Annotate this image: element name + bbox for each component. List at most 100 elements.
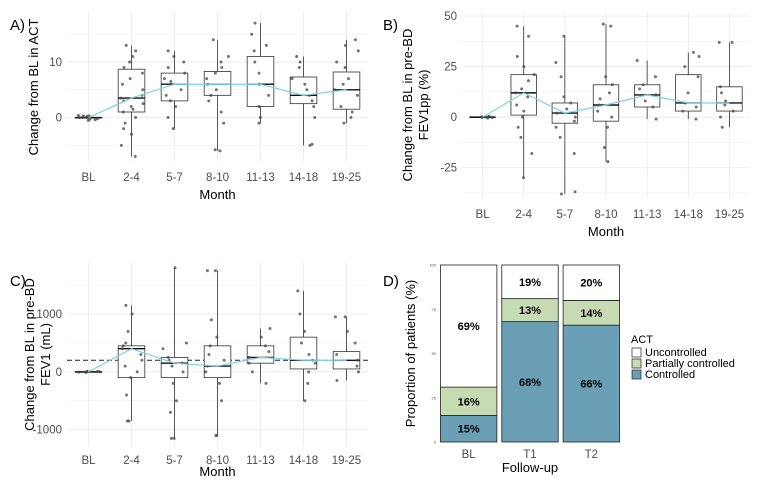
segment-label: 66% <box>580 379 602 391</box>
data-point <box>598 97 602 101</box>
median-trend-line <box>88 348 347 373</box>
data-point <box>134 49 138 53</box>
data-point <box>222 358 226 362</box>
data-point <box>565 107 569 111</box>
data-point <box>134 116 138 120</box>
x-axis-title: Month <box>199 464 235 479</box>
x-tick-label: 2-4 <box>515 209 532 221</box>
y-axis-title: Proportion of patients (%) <box>403 280 418 427</box>
y-axis-title: Change from BL in ACT <box>26 19 41 156</box>
data-point <box>490 116 494 120</box>
data-point <box>341 82 345 86</box>
x-axis-title: Month <box>588 224 624 239</box>
x-tick-label: 2-4 <box>123 455 140 467</box>
data-point <box>247 355 251 359</box>
data-point <box>569 101 573 105</box>
data-point <box>521 176 525 180</box>
x-tick-label: T2 <box>585 449 598 461</box>
data-point <box>596 109 600 113</box>
data-point <box>133 154 137 158</box>
data-point <box>76 113 80 117</box>
segment-label: 19% <box>519 277 541 289</box>
y-tick-label: 0 <box>56 113 62 125</box>
data-point <box>179 88 183 92</box>
segment-label: 13% <box>519 305 541 317</box>
data-point <box>173 266 177 270</box>
data-point <box>166 116 170 120</box>
legend-label: Uncontrolled <box>645 347 707 359</box>
data-point <box>719 91 723 95</box>
bar-segment-controlled <box>501 321 559 443</box>
data-point <box>312 104 316 108</box>
data-point <box>350 110 354 114</box>
data-point <box>252 49 256 53</box>
data-point <box>127 419 131 423</box>
y-axis-title: Change from BL in pre-BDFEV1pp (%) <box>400 29 431 182</box>
data-point <box>696 75 700 79</box>
data-point <box>172 54 176 58</box>
data-point <box>120 347 124 351</box>
data-point <box>297 66 301 70</box>
data-point <box>124 341 128 345</box>
data-point <box>264 43 268 47</box>
data-point <box>208 344 212 348</box>
data-point <box>514 91 518 95</box>
data-point <box>731 109 735 113</box>
y-tick-label: 50 <box>432 351 437 356</box>
x-tick-label: 8-10 <box>206 455 229 467</box>
legend-label: Controlled <box>645 369 695 381</box>
x-tick-label: BL <box>81 172 96 184</box>
data-point <box>313 116 317 120</box>
median-trend-line <box>482 92 730 118</box>
data-point <box>182 60 186 64</box>
data-point <box>253 60 257 64</box>
panel-a: 0 10 BL 2-4 5-7 8-10 11-13 14-18 19-25 Month Chang… <box>10 12 368 202</box>
data-point <box>166 66 170 70</box>
data-point <box>135 370 139 374</box>
data-point <box>124 43 128 47</box>
data-point <box>267 350 271 354</box>
data-point <box>554 125 558 129</box>
data-point <box>123 121 127 125</box>
data-point <box>184 341 188 345</box>
data-point <box>140 358 144 362</box>
box-11-13 <box>246 345 275 364</box>
data-point <box>205 269 209 273</box>
data-point <box>77 370 81 374</box>
y-tick-label: 100 <box>429 263 436 268</box>
segment-label: 68% <box>519 377 541 389</box>
data-point <box>120 82 124 86</box>
data-point <box>162 77 166 81</box>
data-point <box>258 116 262 120</box>
bar-segment-uncontrolled <box>501 264 559 300</box>
panel-c: -1000 0 1000 BL 2-4 5-7 8-10 11-13 14-18 19-25 Mon… <box>10 262 368 479</box>
data-point <box>562 34 566 38</box>
data-point <box>691 50 695 54</box>
data-point <box>170 364 174 368</box>
data-point <box>347 77 351 81</box>
y-tick-label: 25 <box>444 62 457 74</box>
data-point <box>307 353 311 356</box>
data-point <box>559 192 563 196</box>
box-8-10 <box>203 345 232 379</box>
x-tick-label: 5-7 <box>166 455 183 467</box>
box-2-4 <box>117 345 146 379</box>
box-11-13 <box>633 84 661 108</box>
data-point <box>654 93 658 97</box>
x-tick-label: 5-7 <box>557 209 574 221</box>
data-point <box>349 116 353 120</box>
y-axis-title-line: FEV1 (mL) <box>38 323 53 386</box>
data-point <box>219 60 223 64</box>
data-point <box>653 75 657 79</box>
data-point <box>342 121 346 125</box>
x-tick-label: 14-18 <box>674 209 703 221</box>
data-point <box>129 132 133 136</box>
data-point <box>681 109 685 113</box>
data-point <box>643 99 647 103</box>
data-point <box>343 43 347 47</box>
data-point <box>356 370 360 374</box>
box-14-18 <box>289 336 318 370</box>
x-tick-label: 8-10 <box>206 172 229 184</box>
data-point <box>129 376 133 380</box>
data-point <box>183 71 187 75</box>
